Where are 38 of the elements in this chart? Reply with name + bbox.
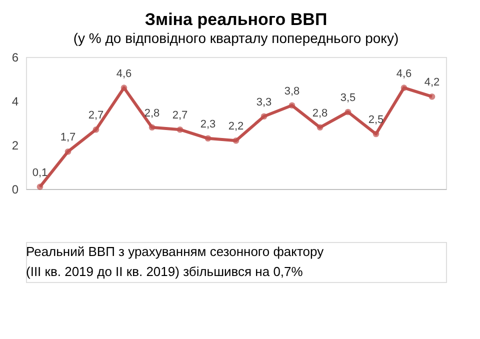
point <box>148 124 156 131</box>
y-tick-label: 2 <box>12 138 19 152</box>
point <box>400 84 408 91</box>
data-label: 2,5 <box>368 114 384 126</box>
data-label: 2,8 <box>144 107 160 120</box>
data-label: 0,1 <box>32 166 48 179</box>
chart-title: Зміна реального ВВП <box>144 10 328 29</box>
data-label: 2,7 <box>88 110 104 122</box>
y-tick-label: 0 <box>12 182 19 196</box>
y-tick-label: 6 <box>12 50 19 64</box>
point <box>36 184 44 190</box>
point <box>232 137 240 144</box>
data-label: 4,6 <box>396 68 412 80</box>
data-label: 4,6 <box>116 68 132 80</box>
data-label: 3,3 <box>256 96 272 108</box>
point <box>204 135 212 142</box>
data-label: 3,5 <box>340 92 356 104</box>
chart-subtitle: (у % до відповідного кварталу попереднього року) <box>73 30 399 46</box>
point <box>260 113 268 120</box>
data-label: 4,2 <box>424 76 440 89</box>
data-label: 2,2 <box>228 120 244 133</box>
point <box>344 108 352 116</box>
y-tick-label: 4 <box>12 94 19 108</box>
data-label: 2,7 <box>172 110 188 122</box>
point <box>120 84 128 91</box>
point <box>288 102 296 109</box>
text: (III кв. 2019 до II кв. 2019) збільшився на 0,7% <box>26 264 304 279</box>
data-label: 3,8 <box>284 85 300 98</box>
data-label: 1,7 <box>60 132 76 144</box>
point <box>372 130 380 138</box>
point <box>92 126 100 133</box>
point <box>316 124 324 131</box>
data-label: 2,8 <box>312 107 328 120</box>
data-label: 2,3 <box>200 118 216 130</box>
point <box>64 148 72 155</box>
point <box>176 126 184 133</box>
text: Реальний ВВП з урахуванням сезонного фактору <box>26 244 324 259</box>
point <box>428 93 436 100</box>
